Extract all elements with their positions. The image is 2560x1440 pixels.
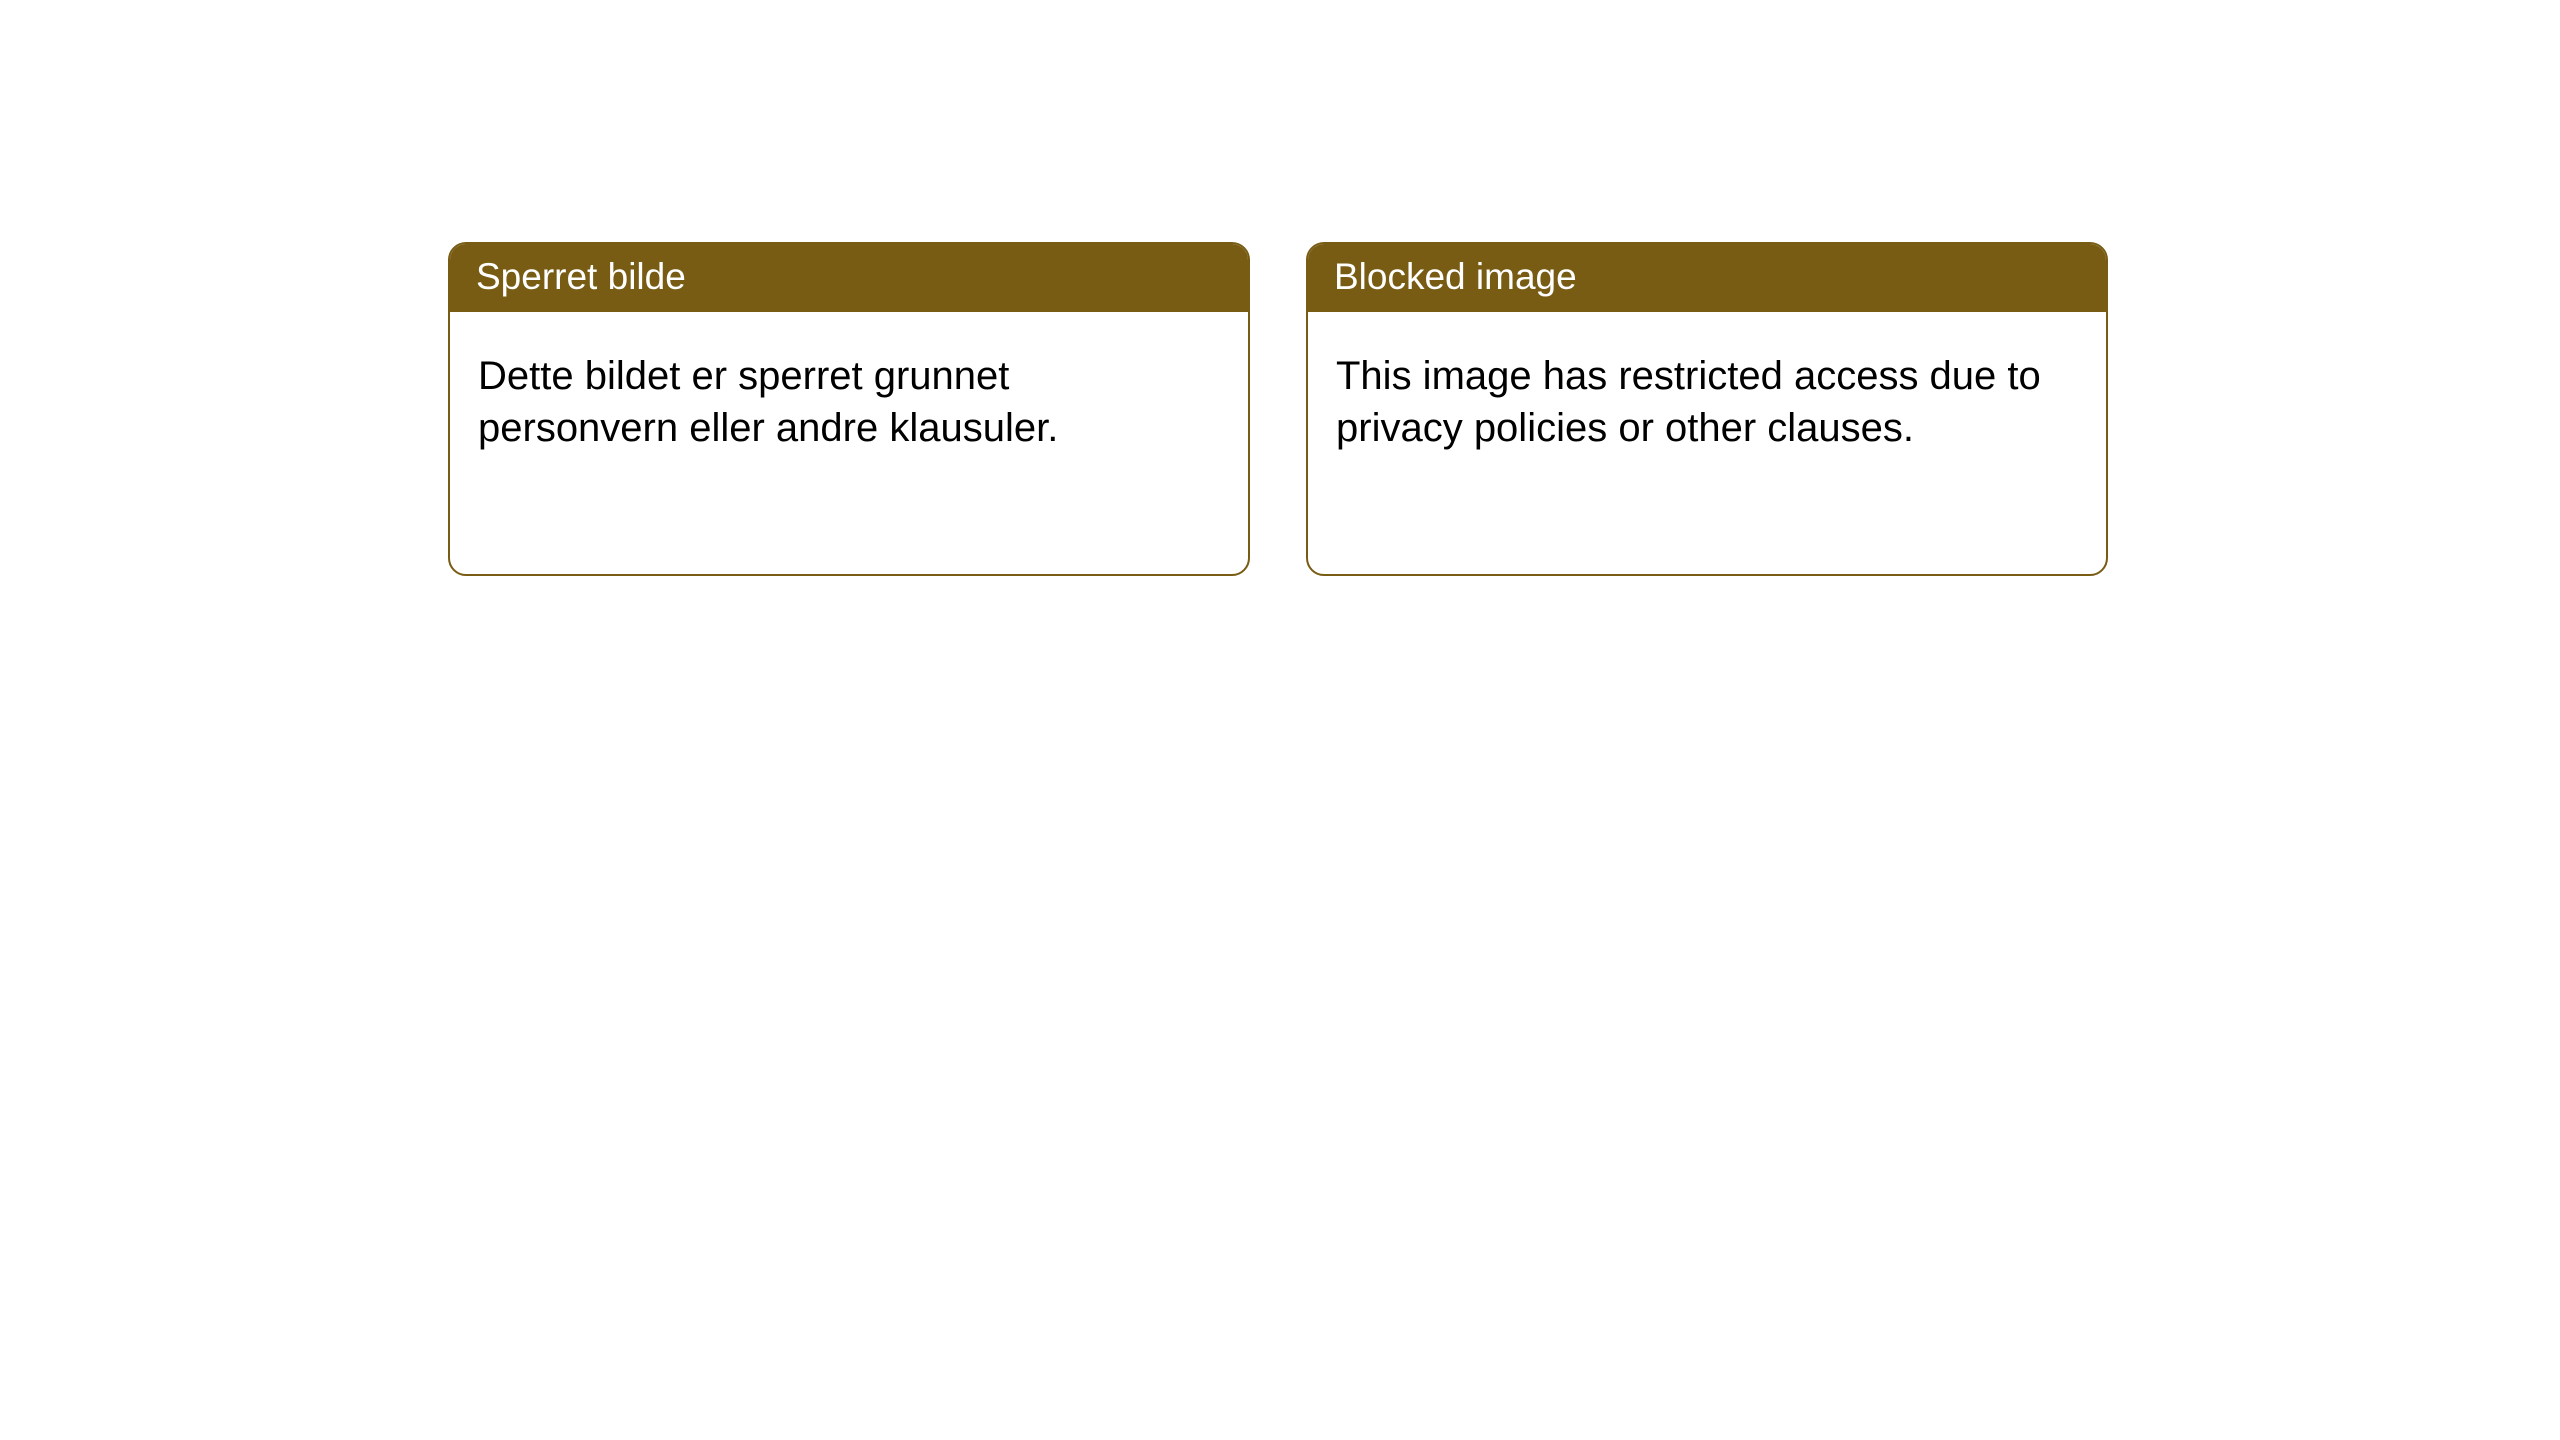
blocked-image-card-en: Blocked image This image has restricted … bbox=[1306, 242, 2108, 576]
card-body-en: This image has restricted access due to … bbox=[1308, 312, 2106, 482]
card-body-no: Dette bildet er sperret grunnet personve… bbox=[450, 312, 1248, 482]
notice-container: Sperret bilde Dette bildet er sperret gr… bbox=[0, 0, 2560, 576]
card-title-en: Blocked image bbox=[1308, 244, 2106, 312]
card-title-no: Sperret bilde bbox=[450, 244, 1248, 312]
blocked-image-card-no: Sperret bilde Dette bildet er sperret gr… bbox=[448, 242, 1250, 576]
